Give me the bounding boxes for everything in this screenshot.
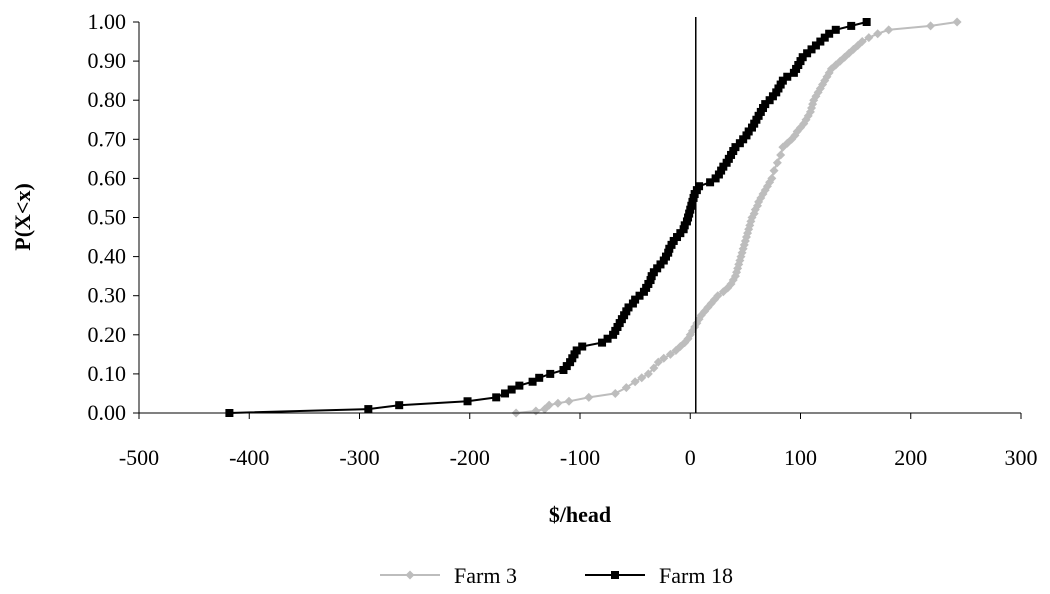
data-point (544, 400, 554, 410)
data-point (546, 369, 555, 378)
data-point (553, 398, 563, 408)
data-point (767, 173, 777, 183)
data-point (798, 53, 807, 62)
x-tick-label: 300 (1005, 445, 1038, 470)
y-axis-title: P(X<x) (10, 183, 35, 251)
y-tick-label: 0.50 (88, 205, 127, 230)
data-point (659, 353, 669, 363)
data-point (807, 45, 816, 54)
data-point (631, 295, 640, 304)
data-point (531, 406, 541, 416)
data-point (706, 178, 715, 187)
series-farm-18 (225, 18, 871, 417)
data-point (713, 291, 723, 301)
data-point (695, 182, 704, 191)
data-point (578, 342, 587, 351)
legend-marker-square (611, 571, 619, 579)
y-tick-label: 0.20 (88, 322, 127, 347)
data-point (501, 389, 510, 398)
data-point (769, 166, 779, 176)
x-axis-title: $/head (549, 502, 611, 527)
y-tick-label: 0.40 (88, 244, 127, 269)
data-point (803, 49, 812, 58)
y-tick-label: 0.10 (88, 361, 127, 386)
data-point (649, 363, 659, 373)
data-point (621, 383, 631, 393)
x-tick-label: -400 (229, 445, 269, 470)
data-point (515, 381, 524, 390)
data-point (637, 373, 647, 383)
data-point (820, 33, 829, 42)
data-point (811, 41, 820, 50)
data-point (831, 60, 841, 70)
data-point (653, 357, 663, 367)
data-point (884, 25, 894, 35)
data-point (847, 21, 856, 30)
data-point (952, 17, 962, 27)
y-tick-label: 1.00 (88, 9, 127, 34)
data-point (776, 150, 786, 160)
x-tick-label: 200 (894, 445, 927, 470)
x-tick-label: 100 (784, 445, 817, 470)
data-point (572, 346, 581, 355)
y-tick-label: 0.80 (88, 87, 127, 112)
legend: Farm 3 Farm 18 (380, 563, 733, 588)
data-point (831, 25, 840, 34)
data-point (463, 397, 472, 406)
data-point (792, 126, 802, 136)
data-point (610, 388, 620, 398)
y-tick-label: 0.90 (88, 48, 127, 73)
data-point (598, 338, 607, 347)
y-tick-label: 0.60 (88, 165, 127, 190)
legend-marker-diamond (405, 570, 415, 580)
data-point (492, 393, 501, 402)
plot-area (225, 17, 962, 418)
x-tick-label: -300 (339, 445, 379, 470)
data-point (630, 377, 640, 387)
series-line (515, 21, 958, 414)
data-point (364, 405, 373, 414)
x-tick-label: -200 (450, 445, 490, 470)
y-tick-label: 0.30 (88, 283, 127, 308)
data-point (816, 37, 825, 46)
data-point (825, 29, 834, 38)
legend-item-farm-18: Farm 18 (585, 563, 733, 588)
data-point (603, 334, 612, 343)
data-point (862, 18, 871, 26)
data-point (926, 21, 936, 31)
y-tick-label: 0.00 (88, 400, 127, 425)
data-point (635, 291, 644, 300)
data-point (778, 76, 787, 85)
y-tick-label: 0.70 (88, 126, 127, 151)
x-tick-label: -500 (119, 445, 159, 470)
x-tick-label: -100 (560, 445, 600, 470)
data-point (395, 401, 404, 410)
data-point (564, 396, 574, 406)
y-axis: 0.00 0.10 0.20 0.30 0.40 0.50 0.60 0.70 0.80 0.90… (88, 9, 140, 425)
data-point (731, 143, 740, 152)
series-line (229, 21, 867, 414)
data-point (761, 100, 770, 109)
data-point (772, 158, 782, 168)
legend-item-farm-3: Farm 3 (380, 563, 517, 588)
series-farm-3 (511, 17, 962, 418)
x-tick-label: 0 (685, 445, 696, 470)
data-point (528, 377, 537, 386)
data-point (535, 373, 544, 382)
data-point (665, 349, 675, 359)
data-point (873, 29, 883, 39)
data-point (624, 303, 633, 312)
data-point (584, 392, 594, 402)
legend-label-farm-3: Farm 3 (454, 563, 517, 588)
data-point (643, 369, 653, 379)
legend-label-farm-18: Farm 18 (659, 563, 733, 588)
data-point (864, 33, 874, 43)
data-point (783, 72, 792, 81)
data-point (507, 385, 516, 394)
data-point (857, 37, 867, 47)
x-axis: -500 -400 -300 -200 -100 0 100 200 300 (119, 412, 1038, 470)
